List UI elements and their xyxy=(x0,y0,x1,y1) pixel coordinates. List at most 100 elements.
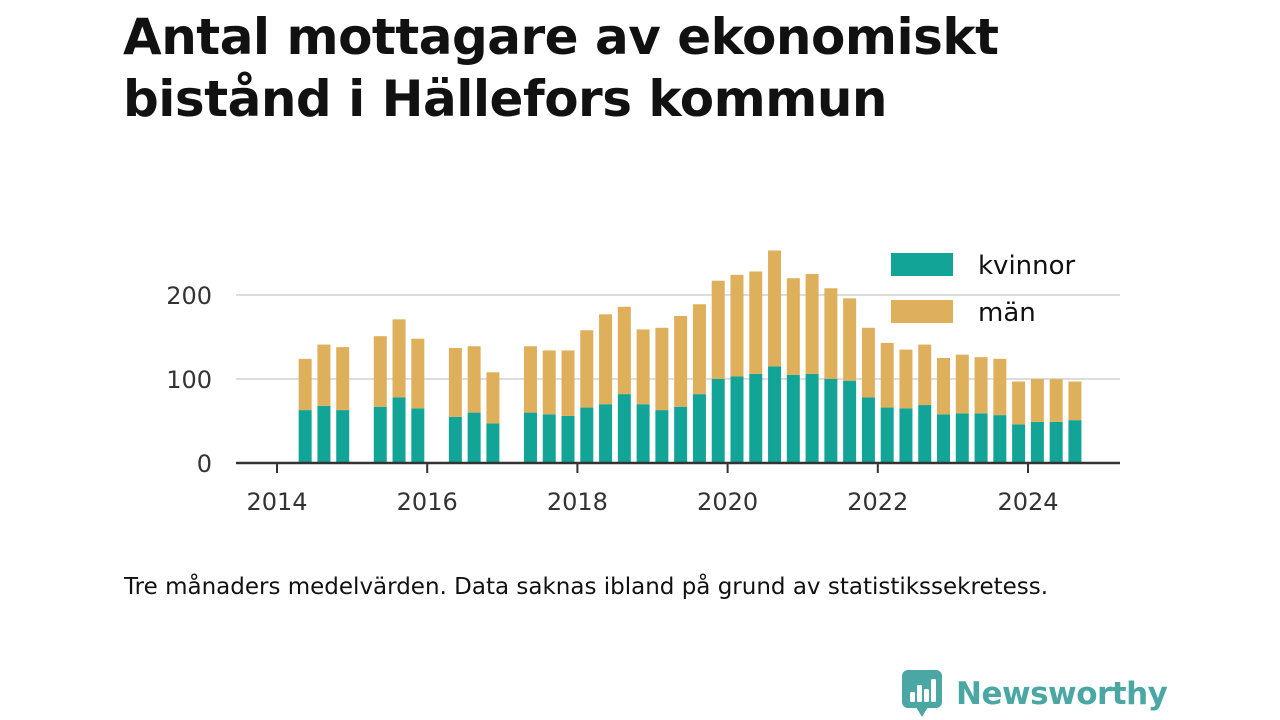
bar-kvinnor xyxy=(1068,420,1082,463)
bar-kvinnor xyxy=(373,406,387,463)
bar-kvinnor xyxy=(1012,424,1026,463)
bar-kvinnor xyxy=(411,408,425,463)
bar-kvinnor xyxy=(918,405,932,463)
bar-kvinnor xyxy=(599,404,613,463)
bar-man xyxy=(899,349,913,409)
bar-man xyxy=(448,347,462,417)
bar-man xyxy=(768,250,782,367)
bar-man xyxy=(861,327,875,398)
legend-swatch-kvinnor xyxy=(891,253,953,276)
bar-man xyxy=(937,358,951,415)
axes: 0 100 200 2014 2016 2018 2020 2022 2024 xyxy=(166,282,1120,516)
bar-man xyxy=(749,271,763,374)
bar-man xyxy=(974,357,988,414)
bar-kvinnor xyxy=(336,410,350,463)
bar-man xyxy=(298,358,312,411)
bar-kvinnor xyxy=(730,376,744,463)
bar-man xyxy=(336,347,350,411)
bar-kvinnor xyxy=(317,405,331,463)
bar-kvinnor xyxy=(805,373,819,463)
bar-man xyxy=(692,304,706,395)
bar-kvinnor xyxy=(636,404,650,463)
bar-kvinnor xyxy=(448,416,462,463)
bar-man xyxy=(805,274,819,374)
bar-kvinnor xyxy=(824,379,838,463)
bar-kvinnor xyxy=(298,410,312,463)
bar-man xyxy=(730,274,744,377)
bar-kvinnor xyxy=(523,412,537,463)
bar-man xyxy=(1068,381,1082,421)
bar-kvinnor xyxy=(392,397,406,463)
bar-man xyxy=(786,278,800,375)
bar-man xyxy=(636,329,650,405)
bar-kvinnor xyxy=(880,407,894,463)
legend: kvinnor män xyxy=(891,251,1076,328)
bar-kvinnor xyxy=(655,410,669,463)
brand-logo: Newsworthy xyxy=(902,670,1168,718)
bar-man xyxy=(843,298,857,381)
legend-label: män xyxy=(978,298,1036,328)
x-tick-label: 2020 xyxy=(697,488,758,516)
bar-man xyxy=(561,350,575,416)
bar-man xyxy=(955,354,969,414)
bar-man xyxy=(655,327,669,411)
chart-caption: Tre månaders medelvärden. Data saknas ib… xyxy=(124,574,1049,600)
bar-man xyxy=(542,350,556,415)
bar-kvinnor xyxy=(467,412,481,463)
chart-title: Antal mottagare av ekonomiskt bistånd i … xyxy=(123,8,999,128)
bar-kvinnor xyxy=(1030,421,1044,463)
bar-man xyxy=(373,336,387,407)
legend-label: kvinnor xyxy=(978,251,1076,281)
bar-kvinnor xyxy=(786,374,800,463)
bar-kvinnor xyxy=(692,394,706,463)
y-tick-label: 200 xyxy=(166,282,212,310)
bar-man xyxy=(918,344,932,406)
bar-man xyxy=(523,346,537,413)
bar-kvinnor xyxy=(1049,421,1063,463)
bar-kvinnor xyxy=(561,415,575,463)
bar-man xyxy=(1049,379,1063,422)
bar-man xyxy=(317,344,331,406)
bar-man xyxy=(880,342,894,408)
stacked-bar-chart: 0 100 200 2014 2016 2018 2020 2022 2024 kvinnor m… xyxy=(166,250,1120,516)
x-tick-label: 2016 xyxy=(397,488,458,516)
bar-man xyxy=(1030,379,1044,422)
bar-kvinnor xyxy=(711,379,725,463)
bar-kvinnor xyxy=(955,413,969,463)
bar-man xyxy=(993,358,1007,416)
bar-kvinnor xyxy=(580,407,594,463)
bar-kvinnor xyxy=(768,366,782,463)
y-tick-label: 100 xyxy=(166,366,212,394)
bar-man xyxy=(411,338,425,409)
bars xyxy=(298,250,1082,463)
bar-kvinnor xyxy=(899,408,913,463)
newsworthy-logo-icon xyxy=(902,670,942,717)
bar-kvinnor xyxy=(749,373,763,463)
bar-man xyxy=(486,372,500,424)
bar-man xyxy=(711,280,725,379)
x-tick-label: 2018 xyxy=(547,488,608,516)
bar-man xyxy=(467,346,481,413)
bar-man xyxy=(674,316,688,407)
bar-kvinnor xyxy=(486,423,500,463)
y-tick-label: 0 xyxy=(197,450,212,478)
bar-kvinnor xyxy=(542,414,556,463)
bar-kvinnor xyxy=(974,413,988,463)
legend-swatch-man xyxy=(891,300,953,323)
bar-man xyxy=(580,330,594,408)
bar-kvinnor xyxy=(993,415,1007,463)
x-tick-label: 2024 xyxy=(997,488,1058,516)
bar-kvinnor xyxy=(843,380,857,463)
bar-man xyxy=(599,314,613,405)
x-tick-label: 2022 xyxy=(847,488,908,516)
bar-kvinnor xyxy=(617,394,631,463)
bar-man xyxy=(617,306,631,395)
bar-man xyxy=(824,288,838,379)
bar-kvinnor xyxy=(937,414,951,463)
x-tick-label: 2014 xyxy=(246,488,307,516)
bar-kvinnor xyxy=(674,406,688,463)
bar-kvinnor xyxy=(861,397,875,463)
brand-name: Newsworthy xyxy=(956,676,1168,712)
bar-man xyxy=(1012,381,1026,425)
bar-man xyxy=(392,319,406,398)
